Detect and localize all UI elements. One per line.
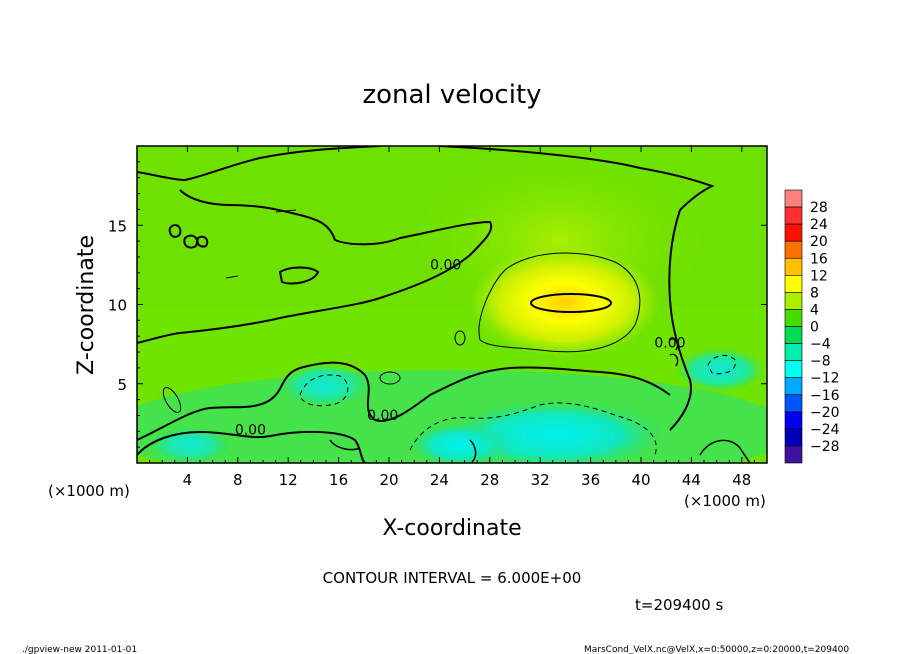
zero-contour-lower bbox=[137, 361, 671, 441]
negative-region-4 bbox=[675, 348, 765, 392]
x-tick-label: 40 bbox=[631, 471, 650, 489]
contour-negative-6-b bbox=[409, 402, 657, 456]
x-tick-label: 16 bbox=[329, 471, 348, 489]
colorbar-swatch bbox=[784, 360, 803, 378]
negative-region-3 bbox=[410, 423, 510, 463]
colorbar-swatch bbox=[784, 428, 803, 447]
colorbar-swatch bbox=[784, 445, 803, 464]
contour-label: 0.00 bbox=[235, 422, 266, 438]
x-tick-label: 28 bbox=[480, 471, 499, 489]
contour-label: 0.00 bbox=[430, 258, 461, 274]
colorbar-swatch bbox=[784, 189, 803, 208]
colorbar-label: −12 bbox=[810, 371, 840, 387]
colorbar-swatch bbox=[784, 343, 803, 361]
colorbar-swatch bbox=[784, 326, 803, 344]
colorbar-swatch bbox=[784, 257, 803, 276]
y-tick-label: 5 bbox=[117, 376, 127, 394]
colorbar-swatch bbox=[784, 309, 803, 327]
x-tick-label: 12 bbox=[279, 471, 298, 489]
colorbar-label: −20 bbox=[810, 405, 840, 421]
colorbar-label: 8 bbox=[810, 285, 819, 301]
contour-labels: 0.00 0.00 0.00 0.00 bbox=[235, 258, 686, 439]
x-axis-label: X-coordinate bbox=[382, 516, 521, 541]
x-axis: 4 8 12 16 20 24 28 32 36 40 44 48 bbox=[149, 146, 755, 489]
contour-negative-6-a bbox=[299, 374, 349, 407]
colorbar-swatch bbox=[784, 292, 803, 310]
colorbar-label: 28 bbox=[810, 200, 828, 216]
x-tick-label: 36 bbox=[581, 471, 600, 489]
colorbar-label: −28 bbox=[810, 439, 840, 455]
contour-negative-6-c bbox=[707, 354, 736, 375]
colorbar-label: 0 bbox=[810, 320, 819, 336]
contour-small-2 bbox=[379, 371, 401, 385]
contour-small-1 bbox=[162, 387, 182, 413]
contour-small-8 bbox=[329, 439, 477, 463]
y-axis: 5 10 15 bbox=[108, 161, 767, 448]
contour-interval-note: CONTOUR INTERVAL = 6.000E+00 bbox=[323, 569, 582, 587]
contour-small-9 bbox=[225, 209, 297, 279]
colorbar-label: −16 bbox=[810, 388, 840, 404]
footer-right: MarsCond_VelX.nc@VelX,x=0:50000,z=0:2000… bbox=[584, 645, 849, 654]
colorbar-swatch bbox=[784, 411, 803, 430]
y-tick-label: 15 bbox=[108, 217, 127, 235]
contour-label: 0.00 bbox=[367, 408, 398, 424]
plot-area: 0.00 0.00 0.00 0.00 bbox=[137, 146, 767, 463]
contour-small-6 bbox=[669, 338, 679, 367]
colorbar-label: 12 bbox=[810, 268, 828, 284]
chart-title: zonal velocity bbox=[362, 80, 541, 110]
colorbar-swatch bbox=[784, 240, 803, 259]
time-label: t=209400 s bbox=[635, 596, 723, 614]
x-tick-label: 32 bbox=[531, 471, 550, 489]
negative-region-1 bbox=[280, 363, 370, 407]
colorbar-label: 24 bbox=[810, 217, 828, 233]
colorbar-swatch bbox=[784, 223, 803, 242]
colorbar-label: −24 bbox=[810, 422, 840, 438]
colorbar-label: 16 bbox=[810, 251, 828, 267]
x-unit-right: (×1000 m) bbox=[684, 492, 766, 510]
colorbar-label: −4 bbox=[810, 337, 831, 353]
x-tick-label: 44 bbox=[682, 471, 701, 489]
y-axis-label: Z-coordinate bbox=[74, 235, 99, 375]
colorbar-swatch bbox=[784, 394, 803, 413]
colorbar-swatch bbox=[784, 275, 803, 293]
colorbar-swatch bbox=[784, 377, 803, 396]
x-tick-label: 24 bbox=[430, 471, 449, 489]
jet-max-region bbox=[470, 247, 660, 357]
colorbar-swatch bbox=[784, 206, 803, 225]
contour-label: 0.00 bbox=[654, 335, 685, 351]
x-tick-label: 48 bbox=[732, 471, 751, 489]
x-tick-label: 8 bbox=[233, 471, 243, 489]
contour-small-5 bbox=[278, 266, 320, 285]
contour-positive-6 bbox=[478, 252, 641, 353]
contour-small-7 bbox=[699, 439, 751, 463]
colorbar-label: −8 bbox=[810, 354, 831, 370]
zero-contour-upper bbox=[137, 146, 715, 431]
x-tick-label: 20 bbox=[379, 471, 398, 489]
x-tick-label: 4 bbox=[183, 471, 193, 489]
contour-small-4 bbox=[168, 224, 209, 249]
zero-contour-bottom bbox=[137, 430, 366, 463]
contour-positive-12 bbox=[530, 293, 612, 313]
y-tick-label: 10 bbox=[108, 297, 127, 315]
x-unit-left: (×1000 m) bbox=[48, 482, 130, 500]
colorbar-label: 4 bbox=[810, 302, 819, 318]
contour-small-3 bbox=[454, 330, 466, 346]
footer-left: ./gpview-new 2011-01-01 bbox=[22, 645, 137, 654]
zero-contour-middle bbox=[137, 189, 493, 344]
colorbar-label: 20 bbox=[810, 234, 828, 250]
